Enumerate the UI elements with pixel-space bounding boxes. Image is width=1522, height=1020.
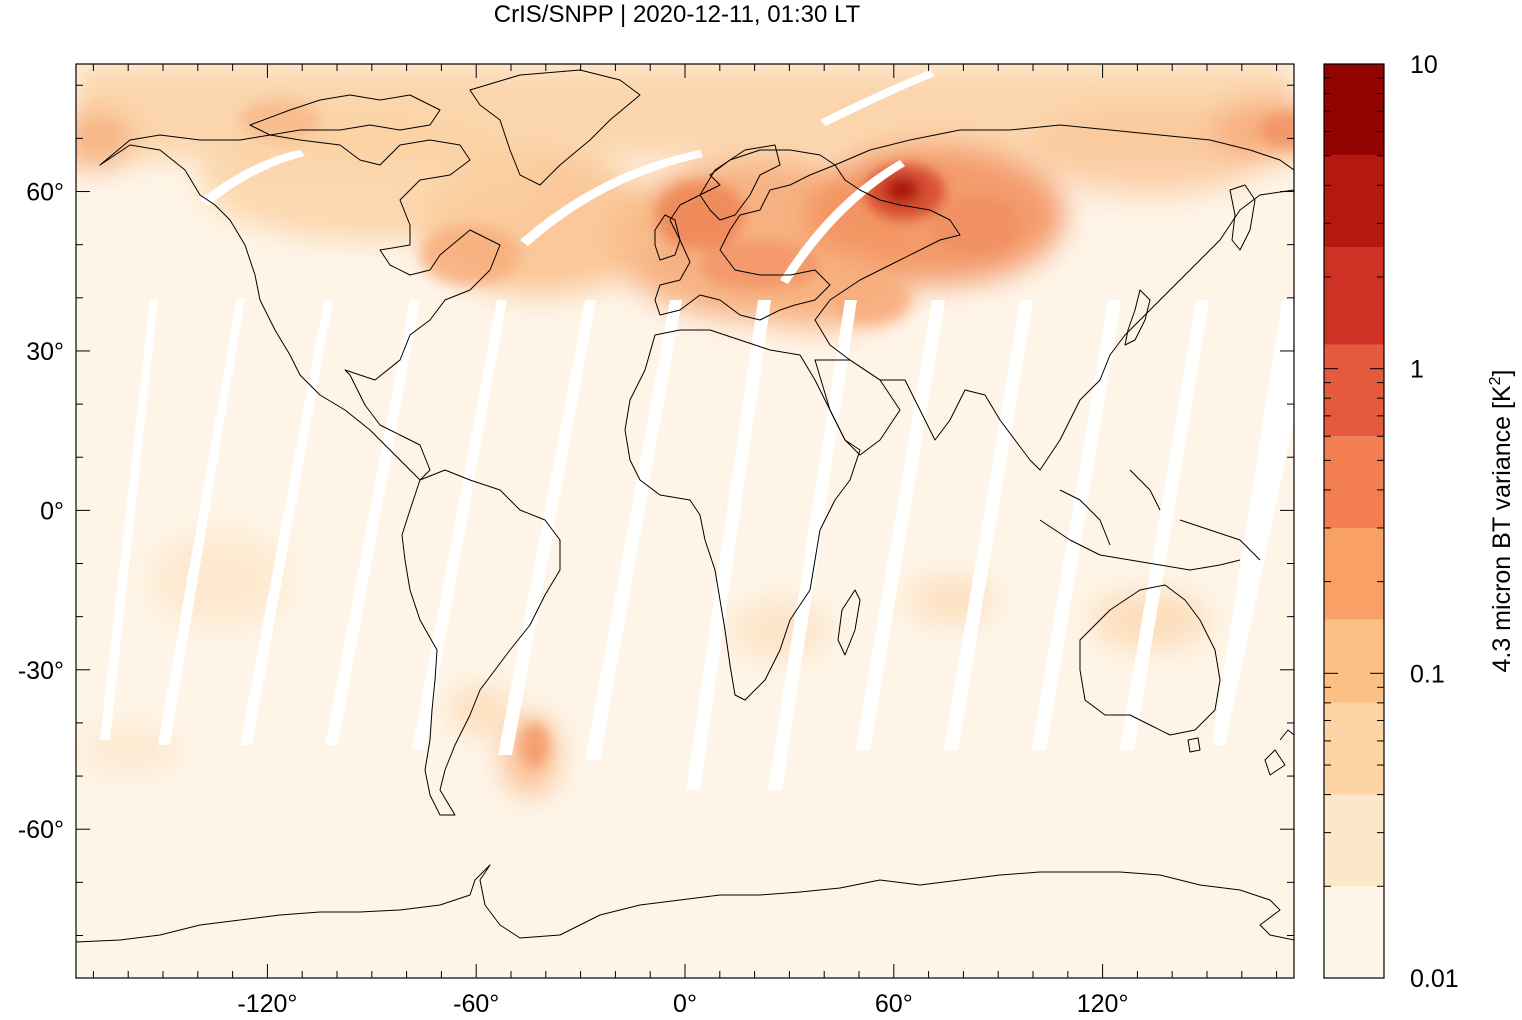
field-europe-south xyxy=(700,240,820,290)
orbit-gap xyxy=(158,298,245,745)
field-greenland-edge xyxy=(240,100,320,140)
coastline-scandinavia xyxy=(699,144,781,221)
coastline-madagascar xyxy=(837,589,861,656)
colorbar-segments xyxy=(1324,64,1384,978)
colorbar-segment xyxy=(1324,527,1384,620)
colorbar-tick-label: 0.1 xyxy=(1410,660,1445,688)
colorbar-frame xyxy=(1323,63,1385,979)
colorbar-segment xyxy=(1324,344,1384,437)
field-south-atlantic-core xyxy=(521,723,549,767)
field-caspian xyxy=(830,275,910,325)
orbit-gap xyxy=(100,300,158,740)
y-tick-label: -30° xyxy=(18,657,64,685)
y-tick-label: 0° xyxy=(40,497,64,525)
coastline-arctic-islands xyxy=(249,94,441,136)
map-tick-labels: -120° -60° 0° 60° 120° 60° 30° 0° -30° -60° xyxy=(18,179,1129,1018)
coastline-indonesia xyxy=(1039,469,1261,571)
x-tick-label: -120° xyxy=(237,990,297,1018)
field-atlantic-core xyxy=(420,225,520,285)
orbit-gap xyxy=(944,300,1033,750)
coastline-australia xyxy=(1079,584,1221,736)
coastlines xyxy=(76,69,1294,943)
colorbar-ticks xyxy=(1324,63,1384,979)
coastline-japan xyxy=(1124,289,1151,346)
map-ticks xyxy=(76,64,1294,978)
y-tick-label: 60° xyxy=(26,179,64,207)
coastline-north-america xyxy=(99,134,501,481)
map-panel: -120° -60° 0° 60° 120° 60° 30° 0° -30° -60° xyxy=(18,63,1295,1018)
y-tick-label: -60° xyxy=(18,816,64,844)
colorbar: 10 1 0.1 0.01 4.3 micron BT variance [K2] xyxy=(1323,51,1516,993)
orbit-gap xyxy=(200,150,305,206)
coastline-asia xyxy=(814,124,1294,471)
orbit-gap xyxy=(240,300,333,745)
colorbar-label-sup: 2 xyxy=(1487,376,1504,385)
x-tick-label: 120° xyxy=(1077,990,1129,1018)
colorbar-tick-label: 10 xyxy=(1410,51,1438,79)
field-siberia-peak xyxy=(884,177,920,203)
variance-field xyxy=(76,64,1294,795)
orbit-gap xyxy=(686,300,771,790)
coastline-greenland xyxy=(469,69,641,186)
coastline-kamchatka xyxy=(1229,184,1256,251)
colorbar-label-text: 4.3 micron BT variance [K xyxy=(1488,385,1516,672)
orbit-gap xyxy=(498,300,596,755)
coastline-tasmania xyxy=(1187,737,1201,753)
colorbar-tick-labels: 10 1 0.1 0.01 xyxy=(1410,51,1459,993)
orbit-gap xyxy=(585,300,682,760)
orbit-gap xyxy=(1032,300,1121,750)
colorbar-label-end: ] xyxy=(1488,369,1516,376)
coastline-africa xyxy=(624,329,861,701)
colorbar-segment xyxy=(1324,247,1384,345)
orbit-gap xyxy=(325,300,420,745)
orbit-gaps xyxy=(100,70,1294,790)
field-canada xyxy=(200,120,540,240)
coastline-uk xyxy=(654,214,681,261)
colorbar-segment xyxy=(1324,155,1384,248)
field-patagonia xyxy=(450,685,510,735)
orbit-gap xyxy=(856,300,945,750)
field-ural xyxy=(930,195,1020,255)
field-alaska-west xyxy=(76,110,135,170)
colorbar-tick-label: 0.01 xyxy=(1410,965,1459,993)
field-europe-core xyxy=(655,180,745,250)
orbit-gap xyxy=(1120,300,1209,750)
orbit-gap xyxy=(412,300,507,750)
map-title: CrIS/SNPP | 2020-12-11, 01:30 LT xyxy=(494,1,861,28)
x-tick-label: -60° xyxy=(453,990,499,1018)
colorbar-tick-label: 1 xyxy=(1410,356,1424,384)
orbit-gap xyxy=(820,70,935,126)
coastline-europe xyxy=(654,149,836,321)
x-tick-label: 0° xyxy=(673,990,697,1018)
orbit-gap xyxy=(780,160,905,284)
colorbar-segment xyxy=(1324,64,1384,156)
colorbar-segment xyxy=(1324,886,1384,978)
colorbar-segment xyxy=(1324,702,1384,795)
colorbar-label: 4.3 micron BT variance [K2] xyxy=(1487,369,1516,672)
x-tick-label: 60° xyxy=(875,990,913,1018)
coastline-new-zealand xyxy=(1264,729,1294,776)
coastline-south-america xyxy=(401,469,561,816)
coastline-antarctica xyxy=(76,864,1294,943)
colorbar-segment xyxy=(1324,794,1384,887)
y-tick-label: 30° xyxy=(26,338,64,366)
field-kamchatka xyxy=(1260,112,1294,148)
orbit-gap xyxy=(520,150,703,246)
colorbar-segment xyxy=(1324,619,1384,703)
colorbar-segment xyxy=(1324,436,1384,528)
orbit-gap xyxy=(768,300,857,790)
orbit-gap xyxy=(1212,300,1294,745)
